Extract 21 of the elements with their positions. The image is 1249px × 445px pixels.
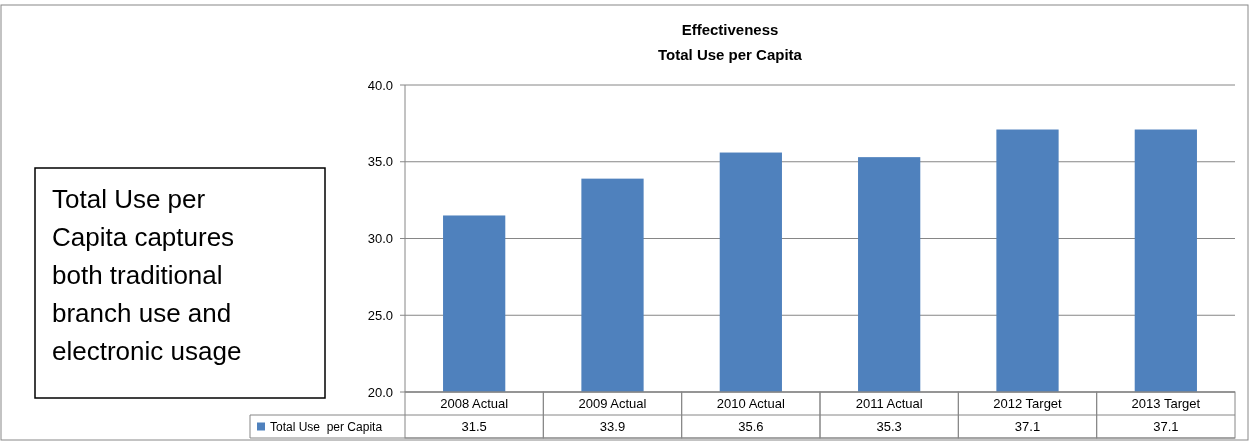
y-tick-label: 35.0 — [367, 154, 393, 170]
chart-title: Effectiveness — [681, 21, 779, 38]
data-label: 37.1 — [1153, 419, 1179, 435]
y-tick-label: 25.0 — [367, 307, 393, 323]
chart-subtitle: Total Use per Capita — [658, 46, 803, 63]
y-tick-label: 30.0 — [367, 231, 393, 247]
y-tick-label: 20.0 — [367, 384, 393, 400]
data-label: 35.3 — [876, 419, 902, 435]
data-label: 31.5 — [461, 419, 487, 435]
x-tick-label: 2008 Actual — [440, 396, 509, 412]
text: Total Use per Capita captures both traditional branch use and electronic usage — [52, 183, 243, 368]
x-tick-label: 2013 Target — [1131, 396, 1201, 412]
x-tick-label: 2010 Actual — [716, 396, 785, 412]
x-tick-label: 2011 Actual — [855, 396, 923, 412]
data-label: 33.9 — [599, 419, 626, 435]
legend-label: Total Use per Capita — [270, 419, 383, 434]
x-tick-label: 2012 Target — [993, 396, 1063, 412]
y-tick-label: 40.0 — [367, 77, 393, 93]
data-label: 37.1 — [1014, 419, 1041, 435]
data-label: 35.6 — [738, 419, 764, 435]
x-tick-label: 2009 Actual — [578, 396, 647, 412]
